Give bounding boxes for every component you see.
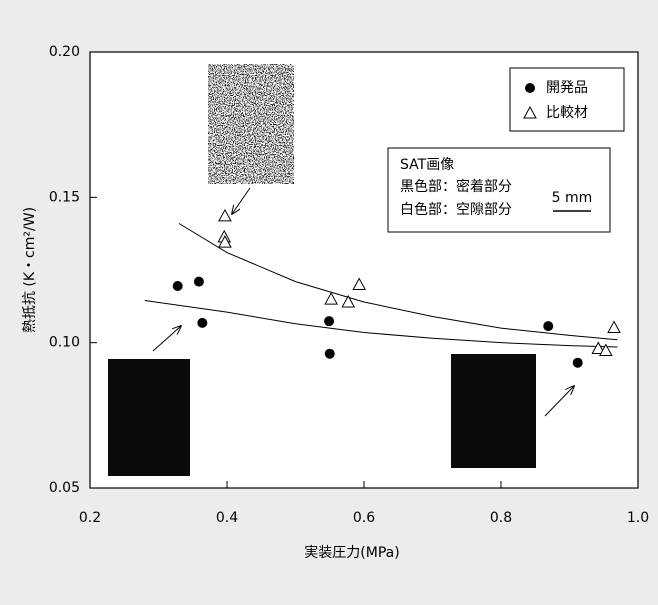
chart: 開発品比較材 SAT画像 黒色部：密着部分 白色部：空隙部分 5 mm 実装圧力… [0,0,658,605]
point [543,321,553,331]
x-tick-label: 0.8 [490,510,512,526]
scale-label: 5 mm [552,190,593,206]
legend-label: 比較材 [546,105,588,121]
sat-note-line: 白色部：空隙部分 [400,201,512,218]
point [197,318,207,328]
sat-image [451,354,536,468]
sat-speckle [208,64,294,184]
legend-label: 開発品 [546,80,588,96]
y-tick-label: 0.05 [49,480,80,496]
sat-note-title: SAT画像 [400,157,454,173]
x-tick-label: 0.6 [353,510,375,526]
point [325,349,335,359]
point [173,281,183,291]
y-tick-label: 0.10 [49,335,80,351]
point [194,277,204,287]
y-tick-label: 0.15 [49,189,80,205]
x-axis-label: 実装圧力(MPa) [304,545,399,561]
x-tick-label: 0.4 [216,510,238,526]
x-tick-label: 1.0 [627,510,649,526]
sat-image [108,359,190,476]
point [324,316,334,326]
point [573,358,583,368]
x-tick-label: 0.2 [79,510,101,526]
legend-marker [525,83,535,93]
sat-note-line: 黒色部：密着部分 [400,178,512,195]
y-axis-label: 熱抵抗 (K・cm²/W) [22,207,38,333]
legend [510,68,624,131]
y-tick-label: 0.20 [49,44,80,60]
